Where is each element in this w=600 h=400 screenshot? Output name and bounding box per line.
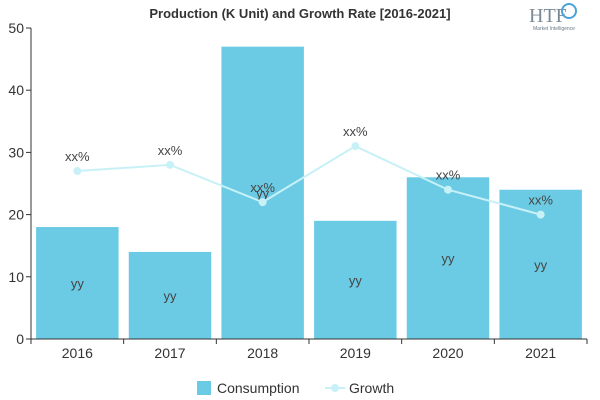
x-tick-label: 2017 [154,345,185,361]
legend: Consumption Growth [197,380,394,396]
growth-point [258,198,267,207]
brand-logo: HTF Market Intelligence [529,3,577,32]
growth-data-label: xx% [436,168,461,183]
chart-title: Production (K Unit) and Growth Rate [201… [149,6,450,21]
bar-data-label: yy [164,288,178,303]
line-series [73,142,545,219]
globe-icon [561,3,577,19]
bar-data-label: yy [256,186,270,201]
bar [128,251,212,339]
x-axis: 2016 2017 2018 2019 2020 2021 [30,338,588,361]
logo-subtitle: Market Intelligence [533,26,575,32]
growth-data-label: xx% [343,124,368,139]
legend-label-consumption: Consumption [217,380,300,396]
y-axis: 0 10 20 30 40 50 [8,20,32,347]
growth-data-label: xx% [528,193,553,208]
x-tick-label: 2018 [247,345,278,361]
legend-swatch-consumption [197,381,211,395]
legend-label-growth: Growth [349,380,394,396]
y-tick-label: 0 [16,331,24,347]
growth-point [351,142,360,151]
x-tick-label: 2021 [525,345,556,361]
line-labels: xx% xx% xx% xx% xx% xx% [65,124,553,207]
legend-swatch-growth-marker [331,384,339,392]
growth-data-label: xx% [250,180,275,195]
y-tick-label: 40 [8,82,24,98]
y-tick-label: 10 [8,269,24,285]
bar-data-label: yy [71,276,85,291]
bar [36,227,119,339]
y-tick-label: 50 [8,20,24,36]
bar-data-label: yy [442,251,456,266]
bar [221,46,304,339]
growth-data-label: xx% [65,149,90,164]
x-tick-label: 2020 [432,345,463,361]
growth-point [444,185,452,194]
growth-line [77,145,541,216]
y-tick-label: 20 [8,207,24,223]
growth-point [73,167,82,176]
logo-text: HTF [529,5,567,27]
bar-series [36,46,582,339]
growth-point [166,160,174,169]
bar-data-label: yy [534,257,548,272]
growth-data-label: xx% [158,143,183,158]
y-tick-label: 30 [8,144,24,160]
growth-point [536,210,545,219]
x-tick-label: 2016 [62,345,93,361]
bar-labels: yy yy yy yy yy yy [71,186,548,304]
bar [314,220,397,339]
bar [406,177,490,339]
x-tick-label: 2019 [340,345,371,361]
bar-data-label: yy [349,273,363,288]
